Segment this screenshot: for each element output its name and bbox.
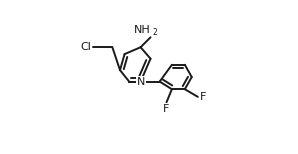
Text: Cl: Cl xyxy=(80,42,91,52)
Text: NH: NH xyxy=(134,25,150,35)
Text: F: F xyxy=(200,92,207,102)
Text: F: F xyxy=(163,104,169,114)
Text: 2: 2 xyxy=(152,28,157,37)
Text: N: N xyxy=(137,77,145,87)
